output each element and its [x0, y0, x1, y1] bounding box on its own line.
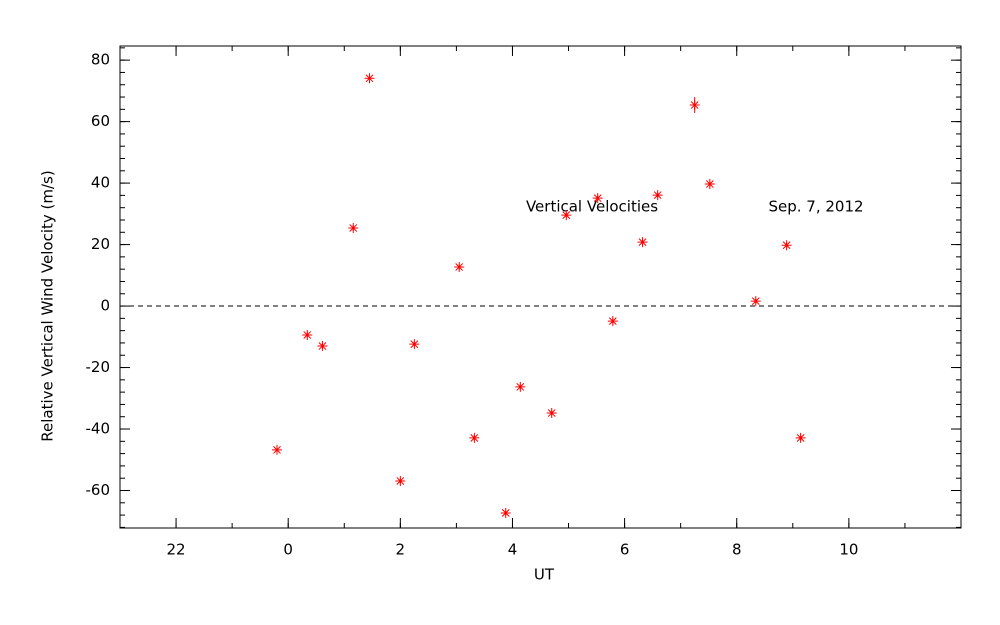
point: [302, 329, 313, 340]
point: [781, 240, 792, 251]
point: [395, 475, 406, 486]
y-tick-label: 20: [91, 235, 110, 253]
annotation: Vertical Velocities: [526, 198, 658, 216]
x-tick-label: 4: [508, 541, 518, 559]
annotation: Sep. 7, 2012: [768, 198, 863, 216]
x-tick-label: 22: [167, 541, 186, 559]
point: [637, 237, 648, 248]
y-tick-label: 80: [91, 51, 110, 69]
point: [317, 341, 328, 352]
point: [454, 262, 465, 273]
y-tick-label: -40: [86, 420, 111, 438]
y-tick-label: 60: [91, 112, 110, 130]
y-axis-label: Relative Vertical Wind Velocity (m/s): [39, 170, 57, 441]
point: [469, 432, 480, 443]
point: [546, 408, 557, 419]
x-tick-label: 8: [732, 541, 742, 559]
point: [592, 193, 603, 204]
x-tick-label: 0: [283, 541, 293, 559]
point: [795, 432, 806, 443]
point: [561, 210, 572, 221]
point: [704, 179, 715, 190]
plot-frame: [119, 45, 962, 529]
y-tick-label: 0: [100, 297, 110, 315]
point: [409, 339, 420, 350]
point: [750, 296, 761, 307]
point: [689, 100, 700, 111]
y-tick-label: -20: [86, 358, 111, 376]
y-tick-label: 40: [91, 174, 110, 192]
point: [271, 444, 282, 455]
x-tick-label: 2: [396, 541, 406, 559]
x-tick-label: 6: [620, 541, 630, 559]
point: [500, 507, 511, 518]
y-tick-label: -60: [86, 481, 111, 499]
x-tick-label: 10: [839, 541, 858, 559]
point: [515, 381, 526, 392]
point: [652, 190, 663, 201]
point: [348, 222, 359, 233]
x-axis-label: UT: [534, 566, 555, 584]
point: [364, 73, 375, 84]
point: [607, 316, 618, 327]
